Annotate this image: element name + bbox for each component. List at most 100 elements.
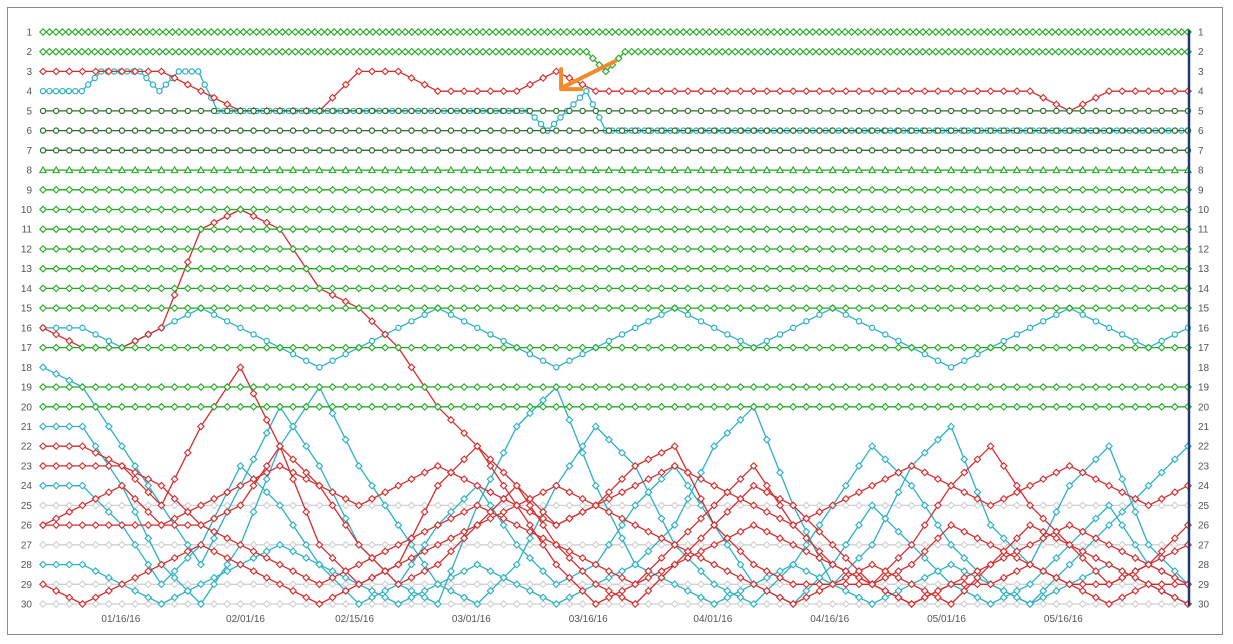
data-point — [157, 165, 166, 174]
data-point — [947, 422, 956, 431]
data-point — [512, 304, 521, 313]
data-point — [91, 244, 100, 253]
data-point — [868, 580, 877, 589]
data-point — [565, 244, 574, 253]
data-point — [342, 350, 349, 358]
data-point — [565, 165, 574, 174]
data-point — [692, 47, 701, 56]
data-point — [1078, 165, 1087, 174]
series — [39, 383, 1192, 392]
data-point — [578, 185, 587, 194]
data-point — [894, 264, 903, 273]
data-point — [854, 488, 863, 497]
data-point — [249, 205, 258, 214]
data-point — [181, 28, 190, 36]
data-point — [144, 488, 153, 497]
data-point — [210, 402, 219, 411]
data-point — [368, 225, 377, 234]
data-point — [1104, 165, 1114, 174]
series-line — [43, 445, 1189, 605]
data-point — [1035, 47, 1044, 56]
data-point — [920, 540, 929, 549]
data-point — [881, 514, 890, 523]
data-point — [808, 28, 817, 36]
data-point — [1009, 28, 1018, 36]
data-point — [565, 540, 574, 549]
data-point — [513, 127, 520, 134]
data-point — [328, 185, 337, 194]
data-point — [275, 560, 284, 569]
data-point — [1012, 567, 1021, 576]
data-point — [336, 47, 345, 56]
data-point — [1105, 442, 1114, 451]
data-point — [236, 284, 245, 293]
y-tick-label-left: 10 — [21, 205, 33, 216]
data-point — [52, 422, 61, 431]
data-point — [157, 185, 166, 194]
data-point — [196, 521, 205, 530]
data-point — [947, 364, 955, 371]
data-point — [841, 244, 850, 253]
data-point — [226, 47, 235, 56]
data-point — [828, 284, 837, 293]
data-point — [987, 107, 994, 115]
data-point — [552, 225, 561, 234]
data-point — [828, 225, 837, 234]
data-point — [79, 324, 86, 332]
data-point — [117, 304, 126, 313]
data-point — [539, 593, 548, 602]
data-point — [961, 357, 968, 364]
data-point — [828, 383, 837, 392]
data-point — [1013, 107, 1021, 115]
data-point — [460, 527, 469, 536]
data-point — [144, 67, 153, 76]
data-point — [999, 593, 1008, 602]
data-point — [1080, 28, 1089, 36]
data-point — [65, 67, 74, 76]
data-point — [401, 47, 410, 56]
data-point — [604, 494, 613, 503]
y-tick-label-right: 16 — [1198, 323, 1210, 334]
data-point — [553, 127, 560, 134]
data-point — [388, 28, 397, 36]
data-point — [77, 47, 86, 56]
data-point — [39, 501, 47, 510]
data-point — [354, 284, 363, 293]
data-point — [683, 553, 692, 562]
data-point — [194, 28, 203, 36]
data-point — [341, 383, 350, 392]
data-point — [354, 501, 363, 510]
data-point — [1093, 47, 1102, 56]
data-point — [894, 205, 903, 214]
data-point — [684, 147, 692, 154]
data-point — [999, 343, 1008, 352]
data-point — [1170, 343, 1179, 352]
data-point — [854, 553, 863, 562]
data-point — [157, 284, 166, 293]
data-point — [183, 553, 192, 562]
data-point — [355, 28, 364, 36]
data-point — [737, 47, 746, 56]
data-point — [78, 343, 87, 352]
data-point — [731, 28, 740, 36]
data-point — [303, 127, 310, 134]
data-point — [368, 593, 377, 602]
data-point — [867, 28, 876, 36]
data-point — [1078, 383, 1087, 392]
data-point — [249, 455, 258, 464]
data-point — [894, 580, 903, 589]
data-point — [1039, 593, 1048, 602]
series — [39, 107, 1192, 115]
data-point — [433, 481, 442, 490]
data-point — [131, 343, 140, 352]
data-point — [653, 47, 662, 56]
data-point — [183, 264, 192, 273]
data-point — [1052, 100, 1061, 109]
data-point — [1131, 205, 1140, 214]
data-point — [762, 225, 771, 234]
data-point — [303, 357, 310, 364]
data-point — [91, 264, 100, 273]
data-point — [1131, 244, 1140, 253]
data-point — [236, 205, 245, 214]
data-point — [499, 244, 508, 253]
